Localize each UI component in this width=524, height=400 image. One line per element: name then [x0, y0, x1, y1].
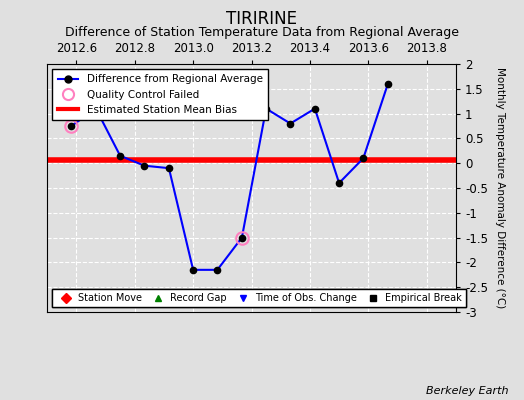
Text: Berkeley Earth: Berkeley Earth: [426, 386, 508, 396]
Text: TIRIRINE: TIRIRINE: [226, 10, 298, 28]
Y-axis label: Monthly Temperature Anomaly Difference (°C): Monthly Temperature Anomaly Difference (…: [495, 67, 505, 309]
Text: Difference of Station Temperature Data from Regional Average: Difference of Station Temperature Data f…: [65, 26, 459, 39]
Legend: Station Move, Record Gap, Time of Obs. Change, Empirical Break: Station Move, Record Gap, Time of Obs. C…: [52, 289, 466, 307]
